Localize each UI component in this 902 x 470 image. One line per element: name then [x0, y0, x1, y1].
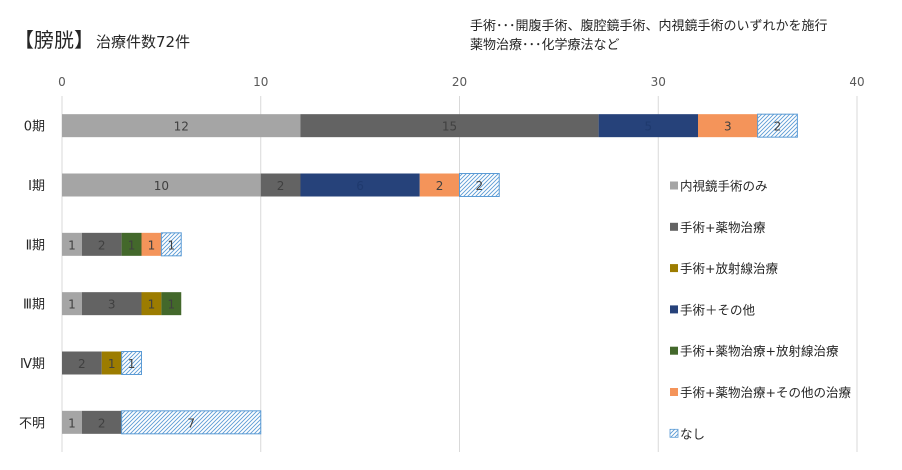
bar-data-label: 12 — [174, 120, 189, 134]
legend-label: 手術+放射線治療 — [680, 261, 778, 276]
chart-subtitle: 治療件数72件 — [96, 33, 191, 51]
x-tick-label: 40 — [849, 75, 864, 89]
bar-segment — [62, 410, 82, 434]
legend-swatch — [670, 264, 678, 273]
bar-data-label: 1 — [167, 238, 175, 252]
bar-segment — [757, 113, 798, 138]
bar-segment — [419, 173, 460, 197]
legend-swatch — [670, 222, 678, 231]
bar-segment — [62, 351, 102, 375]
bar-segment — [62, 232, 82, 256]
x-tick-label: 10 — [253, 75, 268, 89]
bar-data-label: 6 — [356, 179, 364, 193]
legend-swatch — [670, 305, 678, 314]
chart-note-surgery: 手術･･･開腹手術、腹腔鏡手術、内視鏡手術のいずれかを施行 — [470, 19, 828, 34]
bar-data-label: 3 — [108, 298, 116, 312]
bar-data-label: 1 — [148, 298, 156, 312]
legend-label: 手術+薬物治療+放射線治療 — [680, 344, 839, 359]
legend-label: なし — [680, 426, 705, 441]
bar-data-label: 1 — [128, 238, 136, 252]
bar-data-label: 1 — [108, 357, 116, 371]
bar-segment — [101, 351, 122, 375]
bar-segment — [698, 114, 758, 138]
bar-data-label: 2 — [774, 120, 782, 134]
chart-note-drug: 薬物治療･･･化学療法など — [470, 38, 620, 53]
legend-swatch — [669, 428, 679, 438]
bar-segment — [141, 232, 162, 256]
bar-data-label: 1 — [68, 416, 76, 430]
bar-segment — [62, 173, 261, 197]
bar-segment — [121, 410, 262, 435]
bar-data-label: 2 — [436, 179, 444, 193]
legend-swatch — [670, 388, 678, 396]
bar-segment — [141, 292, 162, 316]
bar-segment — [598, 114, 698, 138]
category-label: Ⅰ期 — [28, 179, 45, 194]
bar-segment — [260, 173, 301, 197]
bar-data-label: 7 — [187, 416, 195, 430]
bar-segment — [121, 232, 142, 256]
x-tick-label: 20 — [452, 75, 467, 89]
bars: 12 15 5 3 210 2 6 2 21 2 1 1 11 3 1 12 1 11 2 7 — [62, 113, 798, 435]
bar-data-label: 1 — [128, 357, 136, 371]
bar-data-label: 10 — [154, 179, 169, 193]
grid — [61, 96, 858, 452]
bar-segment — [62, 114, 301, 138]
bar-data-label: 1 — [68, 238, 76, 252]
bar-segment — [161, 292, 182, 316]
bar-data-label: 15 — [442, 120, 457, 134]
legend: 内視鏡手術のみ手術+薬物治療手術+放射線治療手術＋その他手術+薬物治療+放射線治… — [669, 179, 851, 441]
bar-segment — [81, 292, 142, 316]
legend-label: 手術+薬物治療 — [680, 220, 766, 235]
category-label: 不明 — [19, 416, 45, 431]
bar-segment — [81, 232, 122, 256]
bar-segment — [300, 173, 420, 197]
legend-swatch — [670, 346, 678, 355]
bar-segment — [160, 232, 182, 257]
bar-data-label: 2 — [78, 357, 86, 371]
x-axis-ticks: 0 10 20 30 40 — [58, 75, 864, 89]
chart-notes: 手術･･･開腹手術、腹腔鏡手術、内視鏡手術のいずれかを施行 薬物治療･･･化学療… — [470, 17, 828, 55]
bar-data-label: 2 — [98, 416, 106, 430]
category-label: Ⅲ期 — [23, 298, 45, 313]
bar-segment — [300, 114, 599, 138]
bar-segment — [62, 292, 82, 316]
bar-data-label: 1 — [148, 238, 156, 252]
bar-data-label: 5 — [644, 120, 652, 134]
category-label: Ⅱ期 — [26, 238, 45, 253]
bar-segment — [81, 410, 122, 434]
bar-data-label: 1 — [68, 298, 76, 312]
legend-label: 手術+薬物治療+その他の治療 — [680, 385, 851, 400]
category-label: 0期 — [24, 120, 45, 135]
legend-label: 手術＋その他 — [680, 302, 756, 317]
bar-data-label: 2 — [476, 179, 484, 193]
x-tick-label: 30 — [651, 75, 666, 89]
chart-title: 【膀胱】 治療件数72件 — [14, 24, 190, 53]
bar-segment — [121, 351, 142, 375]
legend-swatch — [670, 181, 678, 190]
legend-label: 内視鏡手術のみ — [680, 179, 768, 194]
bar-data-label: 1 — [167, 298, 175, 312]
category-label: Ⅳ期 — [20, 357, 45, 372]
x-tick-label: 0 — [58, 75, 66, 89]
bar-data-label: 2 — [277, 179, 285, 193]
bar-data-label: 2 — [98, 238, 106, 252]
bar-data-label: 3 — [724, 120, 732, 134]
chart-title-main: 【膀胱】 — [14, 28, 94, 52]
bar-segment — [459, 173, 500, 197]
